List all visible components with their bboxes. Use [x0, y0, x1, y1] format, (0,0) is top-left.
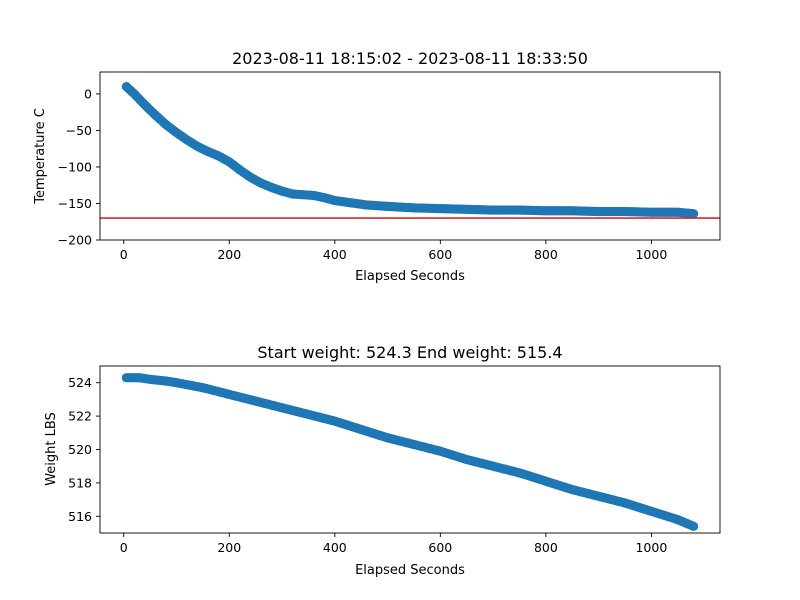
weight-y-tick-label: 522: [68, 409, 92, 424]
temperature-x-tick-label: 800: [534, 247, 558, 262]
weight-plot: Start weight: 524.3 End weight: 515.4 El…: [44, 343, 721, 578]
temperature-x-tick-label: 400: [323, 247, 347, 262]
temperature-y-tick-label: −150: [58, 196, 92, 211]
temperature-axes-frame: [99, 71, 721, 241]
weight-x-tick-label: 600: [428, 540, 452, 555]
weight-y-tick-label: 516: [68, 509, 92, 524]
weight-x-tick-label: 200: [217, 540, 241, 555]
weight-x-tick-label: 400: [323, 540, 347, 555]
weight-x-tick-label: 1000: [635, 540, 667, 555]
temperature-x-tick-label: 200: [217, 247, 241, 262]
weight-y-tick-label: 520: [68, 442, 92, 457]
temperature-x-tick-label: 0: [120, 247, 128, 262]
temperature-plot-title: 2023-08-11 18:15:02 - 2023-08-11 18:33:5…: [232, 49, 588, 68]
temperature-y-tick-label: 0: [84, 86, 92, 101]
weight-y-tick-label: 524: [68, 375, 92, 390]
temperature-x-tick-label: 600: [428, 247, 452, 262]
temperature-y-tick-label: −50: [66, 123, 92, 138]
temperature-y-tick-label: −200: [58, 233, 92, 248]
weight-y-tick-label: 518: [68, 475, 92, 490]
temperature-plot: 2023-08-11 18:15:02 - 2023-08-11 18:33:5…: [33, 49, 721, 284]
temperature-data-layer: [121, 82, 699, 219]
weight-plot-title: Start weight: 524.3 End weight: 515.4: [257, 343, 562, 362]
temperature-y-tick-label: −100: [58, 159, 92, 174]
weight-data-layer: [121, 373, 699, 531]
temperature-plot-xlabel: Elapsed Seconds: [355, 269, 465, 284]
weight-plot-xlabel: Elapsed Seconds: [355, 563, 465, 578]
weight-plot-ylabel: Weight LBS: [44, 412, 59, 486]
weight-x-tick-label: 0: [120, 540, 128, 555]
temperature-plot-ylabel: Temperature C: [33, 108, 48, 205]
weight-point: [689, 521, 699, 531]
temperature-point: [689, 209, 699, 219]
temperature-x-tick-label: 1000: [635, 247, 667, 262]
weight-x-tick-label: 800: [534, 540, 558, 555]
